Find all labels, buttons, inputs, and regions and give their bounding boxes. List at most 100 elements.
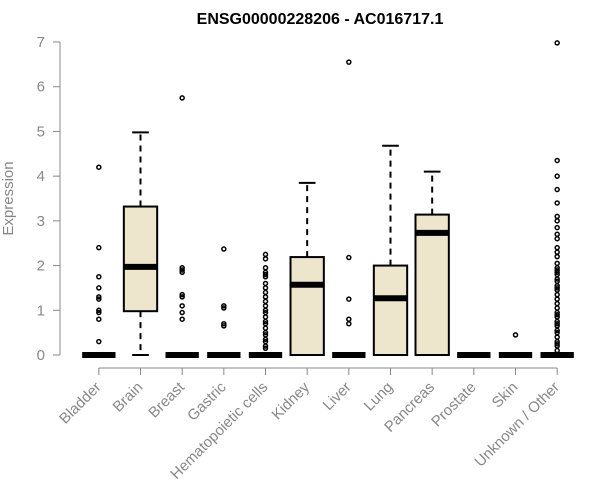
box-body	[414, 213, 450, 356]
box-body	[122, 205, 159, 313]
outlier-point	[554, 291, 560, 298]
box-lung	[372, 144, 409, 357]
outlier-point	[554, 334, 560, 340]
outlier-point	[179, 269, 185, 276]
outlier-point	[96, 296, 102, 302]
outlier-point	[554, 40, 560, 46]
outlier-point	[554, 276, 560, 282]
outlier-point	[554, 296, 560, 302]
y-tick-label: 4	[37, 168, 45, 185]
outlier-point	[554, 300, 560, 307]
outlier-point	[346, 316, 352, 322]
outlier-point	[554, 260, 560, 267]
box-bladder	[82, 164, 116, 358]
outlier-point	[179, 303, 185, 309]
outlier-point	[262, 294, 269, 300]
outlier-point	[554, 231, 560, 238]
y-tick-label: 6	[37, 79, 45, 96]
outlier-point	[96, 274, 102, 280]
outlier-point	[262, 325, 269, 331]
outlier-point	[554, 218, 560, 224]
y-tick-label: 5	[37, 123, 45, 140]
outlier-point	[262, 289, 269, 296]
outlier-point	[554, 224, 560, 231]
box-hematopoietic-cells	[248, 251, 283, 358]
outlier-point	[96, 316, 102, 322]
outlier-point	[262, 329, 269, 336]
box-brain	[122, 131, 159, 356]
x-tick-label: Kidney	[269, 378, 314, 423]
x-tick-label: Bladder	[56, 379, 105, 428]
outlier-point	[554, 186, 560, 193]
outlier-point	[179, 294, 185, 300]
outlier-point	[221, 305, 227, 311]
outlier-point	[262, 314, 269, 320]
y-tick-label: 2	[37, 258, 45, 275]
x-tick-label: Brain	[110, 379, 147, 416]
outlier-point	[262, 285, 269, 291]
outlier-point	[554, 200, 560, 206]
x-tick-label: Skin	[489, 379, 522, 412]
outlier-point	[554, 249, 560, 255]
boxes	[82, 40, 574, 358]
outlier-point	[554, 157, 560, 164]
outlier-point	[262, 307, 269, 314]
outlier-point	[96, 338, 102, 345]
outlier-point	[262, 345, 269, 352]
y-tick-label: 0	[37, 347, 45, 364]
outlier-point	[221, 320, 227, 327]
y-tick-label: 1	[37, 302, 45, 319]
x-tick-label: Breast	[145, 378, 188, 421]
outlier-point	[554, 347, 560, 354]
box-gastric	[207, 246, 241, 358]
outlier-point	[554, 235, 560, 242]
y-axis: 0 1 2 3 4 5 6 7	[37, 34, 61, 364]
outlier-point	[179, 316, 185, 322]
box-body	[289, 256, 325, 356]
outlier-point	[554, 327, 560, 334]
outlier-point	[221, 323, 227, 329]
outlier-point	[554, 213, 560, 220]
outlier-point	[96, 164, 102, 170]
outlier-point	[554, 253, 560, 260]
y-tick-label: 3	[37, 213, 45, 230]
outlier-point	[346, 59, 352, 65]
outlier-point	[554, 320, 560, 327]
outlier-point	[262, 251, 269, 258]
x-tick-label: Lung	[361, 379, 397, 415]
outlier-point	[179, 267, 185, 273]
box-skin	[498, 332, 533, 358]
outlier-point	[179, 95, 185, 101]
outlier-point	[96, 307, 102, 314]
outlier-point	[554, 305, 560, 311]
outlier-point	[262, 256, 269, 262]
box-liver	[332, 59, 366, 358]
outlier-point	[221, 246, 227, 252]
outlier-point	[554, 269, 560, 276]
outlier-point	[96, 285, 102, 291]
outlier-point	[96, 244, 102, 251]
x-tick-label: Liver	[320, 379, 355, 414]
outlier-point	[179, 309, 185, 316]
outlier-point	[179, 291, 185, 298]
chart-title: ENSG00000228206 - AC016717.1	[197, 11, 444, 28]
outlier-point	[346, 254, 352, 261]
outlier-point	[221, 303, 227, 309]
outlier-point	[554, 312, 560, 318]
outlier-point	[554, 244, 560, 251]
box-kidney	[289, 181, 325, 356]
outlier-point	[262, 318, 269, 325]
outlier-point	[346, 296, 352, 302]
y-axis-label: Expression	[0, 161, 17, 235]
box-breast	[165, 95, 199, 358]
outlier-point	[346, 320, 352, 327]
outlier-point	[554, 285, 560, 291]
outlier-point	[262, 274, 269, 280]
outlier-point	[512, 332, 519, 338]
outlier-point	[262, 271, 269, 278]
outlier-point	[554, 173, 560, 179]
outlier-point	[262, 303, 269, 309]
outlier-point	[96, 309, 102, 316]
